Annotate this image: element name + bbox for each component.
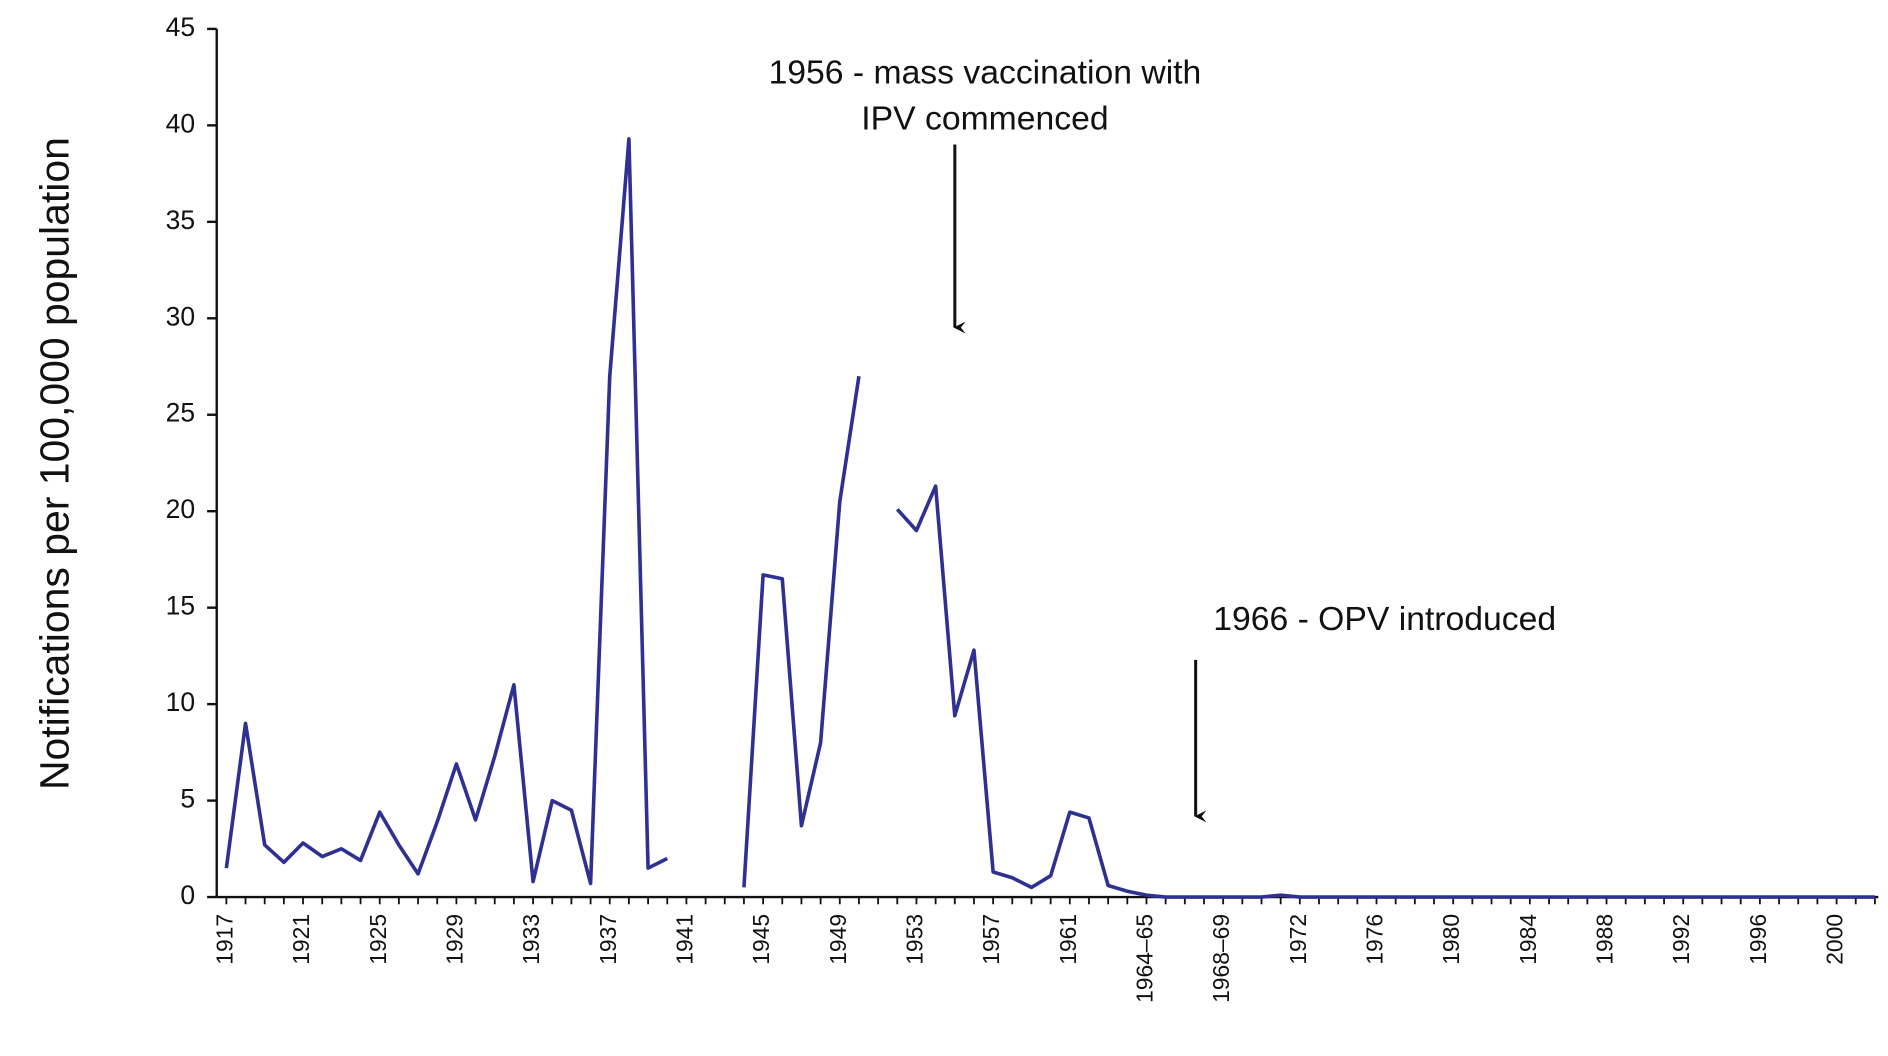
x-tick-label: 1988 bbox=[1592, 914, 1618, 965]
x-tick-label: 1992 bbox=[1668, 914, 1694, 965]
y-tick-label: 0 bbox=[180, 880, 195, 910]
y-tick-label: 10 bbox=[166, 687, 195, 717]
y-tick-label: 15 bbox=[166, 591, 195, 621]
x-tick-label: 1984 bbox=[1515, 914, 1541, 965]
y-tick-label: 35 bbox=[166, 205, 195, 235]
y-tick-label: 40 bbox=[166, 108, 195, 138]
annotation-text: 1966 - OPV introduced bbox=[1213, 600, 1556, 638]
x-tick-label: 2000 bbox=[1822, 914, 1848, 965]
x-tick-label: 1953 bbox=[901, 914, 927, 965]
x-tick-label: 1980 bbox=[1438, 914, 1464, 965]
x-tick-label: 1941 bbox=[671, 914, 697, 965]
x-tick-label: 1917 bbox=[211, 914, 237, 965]
annotation-text: 1956 - mass vaccination with bbox=[769, 54, 1202, 92]
y-tick-label: 5 bbox=[180, 784, 195, 814]
x-tick-label: 1996 bbox=[1745, 914, 1771, 965]
x-tick-label: 1921 bbox=[288, 914, 314, 965]
x-tick-label: 1957 bbox=[978, 914, 1004, 965]
x-tick-label: 1972 bbox=[1285, 914, 1311, 965]
x-tick-label: 1961 bbox=[1055, 914, 1081, 965]
x-tick-label: 1976 bbox=[1362, 914, 1388, 965]
annotation-text: IPV commenced bbox=[861, 99, 1108, 137]
x-tick-label: 1933 bbox=[518, 914, 544, 965]
x-tick-label: 1945 bbox=[748, 914, 774, 965]
y-axis-label: Notifications per 100,000 population bbox=[32, 137, 78, 790]
y-tick-label: 30 bbox=[166, 301, 195, 331]
y-tick-label: 20 bbox=[166, 494, 195, 524]
y-tick-label: 25 bbox=[166, 398, 195, 428]
y-tick-label: 45 bbox=[166, 12, 195, 42]
x-tick-label: 1964–65 bbox=[1132, 914, 1158, 1003]
x-tick-label: 1925 bbox=[365, 914, 391, 965]
x-tick-label: 1929 bbox=[441, 914, 467, 965]
series-line bbox=[224, 137, 1875, 899]
x-tick-label: 1937 bbox=[595, 914, 621, 965]
x-tick-label: 1949 bbox=[825, 914, 851, 965]
x-tick-label: 1968–69 bbox=[1208, 914, 1234, 1003]
